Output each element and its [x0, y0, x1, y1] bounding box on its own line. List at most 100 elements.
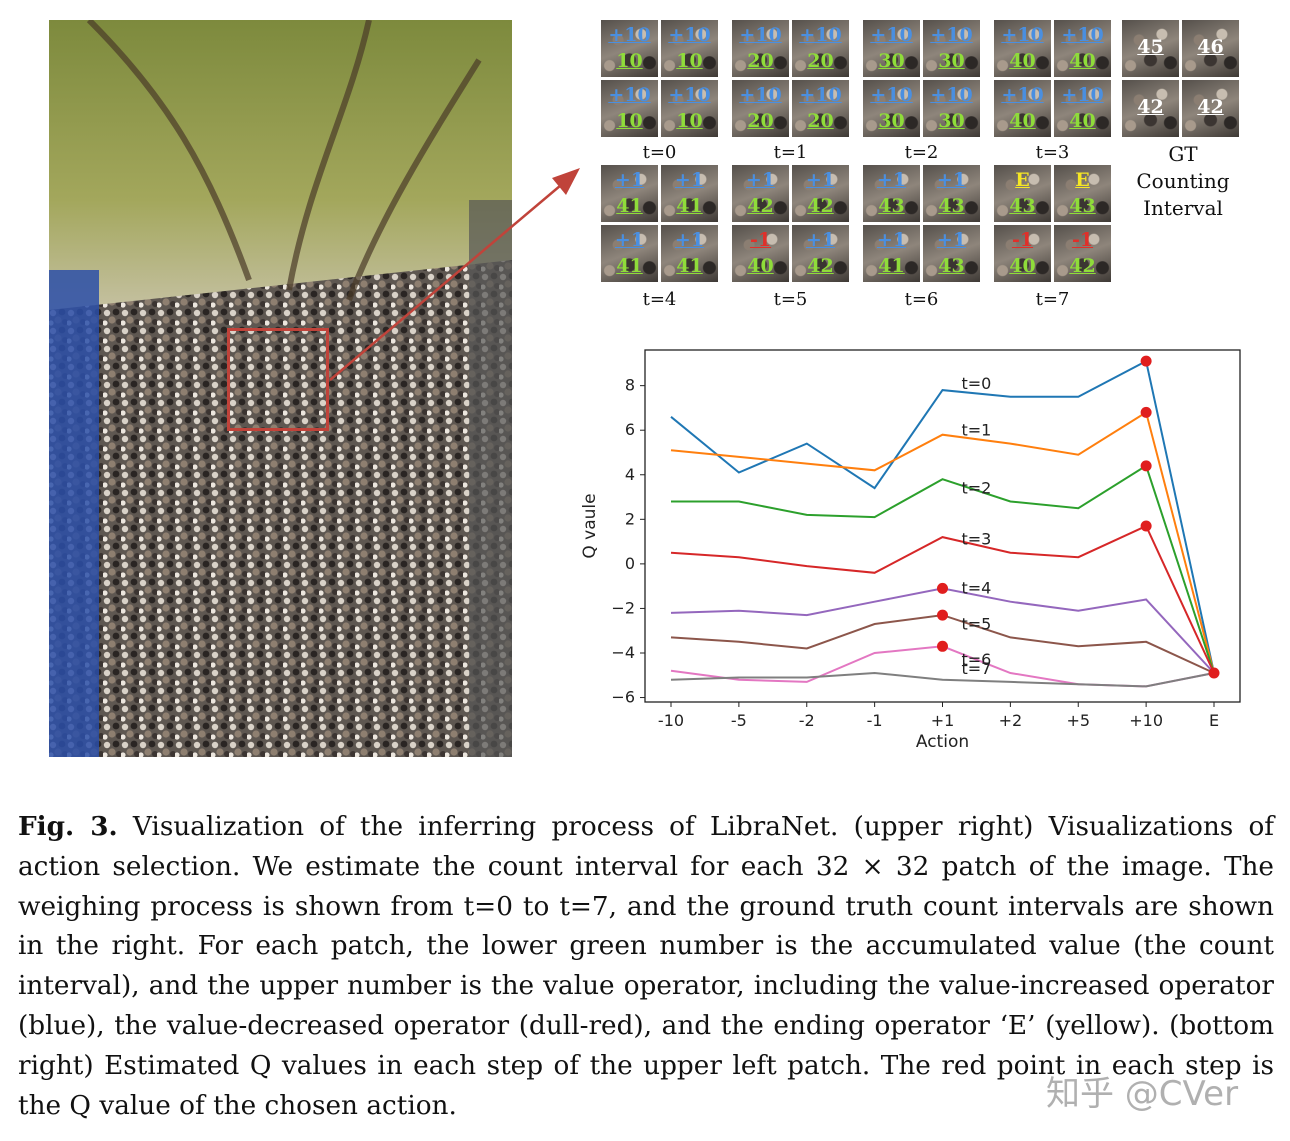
y-axis-label: Q vaule [580, 493, 600, 558]
value-operator: +10 [668, 24, 711, 46]
step-label: t=7 [1035, 289, 1070, 310]
value-operator: E [1015, 169, 1030, 191]
accumulated-value: 10 [676, 110, 703, 132]
accumulated-value: 40 [1069, 50, 1096, 72]
series-line-t=2 [671, 464, 1215, 674]
y-tick-label: −2 [611, 598, 635, 617]
gt-patch: 42 [1122, 80, 1179, 137]
gt-caption-line: Counting [1136, 169, 1230, 193]
image-patch: +10 30 [923, 20, 980, 77]
step-label: t=5 [773, 289, 808, 310]
zoom-arrow-head [552, 168, 580, 195]
image-patch: -1 40 [732, 225, 789, 282]
accumulated-value: 40 [1069, 110, 1096, 132]
q-value-chart: −6 −4 −2 0 2 4 6 8 -10 -5 -2 -1 +1 +2 +5 +10 E Action Q va… [580, 349, 1241, 752]
accumulated-value: 41 [676, 255, 703, 277]
accumulated-value: 30 [938, 110, 965, 132]
accumulated-value: 40 [1009, 255, 1036, 277]
chosen-action-point [1140, 460, 1152, 472]
image-patch: +10 20 [792, 20, 849, 77]
accumulated-value: 41 [676, 195, 703, 217]
series-label: t=4 [962, 579, 992, 598]
value-operator: +1 [614, 229, 645, 251]
accumulated-value: 43 [938, 195, 965, 217]
value-operator: +10 [799, 24, 842, 46]
series-label: t=1 [962, 421, 992, 440]
value-operator: +10 [608, 84, 651, 106]
accumulated-value: 20 [807, 50, 834, 72]
gt-value: 42 [1137, 96, 1164, 118]
image-patch: E 43 [994, 165, 1051, 222]
x-tick-label: -1 [867, 711, 883, 730]
accumulated-value: 42 [1069, 255, 1096, 277]
accumulated-value: 20 [747, 50, 774, 72]
value-operator: +1 [936, 169, 967, 191]
accumulated-value: 41 [616, 195, 643, 217]
accumulated-value: 30 [878, 110, 905, 132]
step-label: t=0 [642, 142, 677, 163]
chosen-action-point [1208, 667, 1220, 679]
y-tick-label: 4 [625, 465, 635, 484]
value-operator: +10 [608, 24, 651, 46]
value-operator: +10 [1061, 24, 1104, 46]
value-operator: -1 [749, 229, 772, 251]
caption-text: Visualization of the inferring process o… [18, 812, 1275, 1121]
accumulated-value: 41 [616, 255, 643, 277]
accumulated-value: 40 [1009, 110, 1036, 132]
image-patch: +10 20 [732, 80, 789, 137]
accumulated-value: 10 [676, 50, 703, 72]
series-label: t=7 [962, 659, 992, 678]
value-operator: +1 [674, 169, 705, 191]
patch-grid: E 43 E 43 -1 40 -1 42 [994, 165, 1111, 282]
image-patch: E 43 [1054, 165, 1111, 222]
image-patch: +1 41 [661, 165, 718, 222]
image-patch: +10 30 [863, 20, 920, 77]
series-label: t=0 [962, 374, 992, 393]
step-label: t=3 [1035, 142, 1070, 163]
image-patch: +10 40 [1054, 20, 1111, 77]
image-patch: +10 40 [994, 20, 1051, 77]
accumulated-value: 30 [878, 50, 905, 72]
accumulated-value: 43 [938, 255, 965, 277]
chosen-action-point [1140, 355, 1152, 367]
value-operator: +1 [674, 229, 705, 251]
selected-patch-box [227, 328, 329, 431]
patch-grid: +10 10 +10 10 +10 10 +10 10 [601, 20, 718, 137]
patch-grid: +1 42 +1 42 -1 40 +1 42 [732, 165, 849, 282]
image-patch: +10 20 [792, 80, 849, 137]
value-operator: +10 [1061, 84, 1104, 106]
image-patch: +10 40 [994, 80, 1051, 137]
x-tick-label: +1 [931, 711, 955, 730]
chosen-action-point [937, 609, 948, 621]
chosen-action-point [937, 640, 948, 652]
accumulated-value: 20 [747, 110, 774, 132]
value-operator: +10 [1001, 24, 1044, 46]
gt-patch: 45 [1122, 20, 1179, 77]
value-operator: +10 [930, 24, 973, 46]
value-operator: +10 [799, 84, 842, 106]
accumulated-value: 42 [807, 195, 834, 217]
image-patch: -1 42 [1054, 225, 1111, 282]
value-operator: -1 [1011, 229, 1034, 251]
value-operator: +1 [745, 169, 776, 191]
figure-label: Fig. 3. [18, 811, 118, 842]
accumulated-value: 43 [1009, 195, 1036, 217]
value-operator: E [1075, 169, 1090, 191]
series-label: t=6 [962, 650, 992, 669]
accumulated-value: 30 [938, 50, 965, 72]
series-label: t=2 [962, 478, 992, 497]
value-operator: -1 [1071, 229, 1094, 251]
image-patch: +10 20 [732, 20, 789, 77]
y-tick-label: −4 [611, 643, 635, 662]
x-tick-label: -5 [731, 711, 747, 730]
watermark: 知乎 @CVer [1046, 1074, 1239, 1114]
image-patch: +1 43 [863, 165, 920, 222]
value-operator: +10 [739, 24, 782, 46]
value-operator: +10 [1001, 84, 1044, 106]
accumulated-value: 10 [616, 110, 643, 132]
y-tick-label: −6 [611, 688, 635, 707]
patch-grid: +1 43 +1 43 +1 41 +1 43 [863, 165, 980, 282]
x-tick-label: -2 [799, 711, 815, 730]
chosen-action-point [1140, 520, 1152, 532]
